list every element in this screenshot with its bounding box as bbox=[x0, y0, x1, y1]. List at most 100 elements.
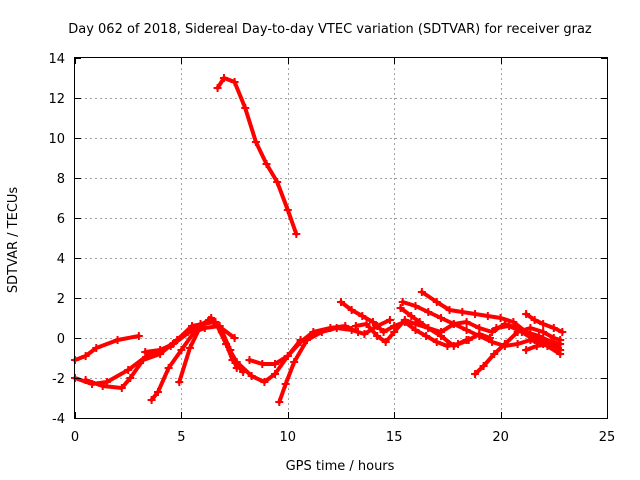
x-tick-label: 5 bbox=[177, 430, 185, 445]
data-point bbox=[217, 328, 226, 336]
data-point bbox=[396, 304, 405, 312]
data-point bbox=[556, 350, 565, 358]
data-point bbox=[475, 324, 484, 332]
data-point bbox=[556, 336, 565, 344]
data-point bbox=[390, 328, 399, 336]
y-tick-label: -2 bbox=[52, 372, 65, 387]
data-series-arc-high bbox=[213, 74, 301, 238]
data-point bbox=[492, 324, 501, 332]
data-point bbox=[117, 384, 126, 392]
data-point bbox=[362, 320, 371, 328]
data-point bbox=[475, 332, 484, 340]
data-point bbox=[275, 398, 284, 406]
data-point bbox=[539, 320, 548, 328]
data-point bbox=[245, 356, 254, 364]
data-point bbox=[496, 314, 505, 322]
data-point bbox=[164, 364, 173, 372]
data-point bbox=[358, 312, 367, 320]
data-point bbox=[262, 160, 271, 168]
data-point bbox=[500, 340, 509, 348]
data-point bbox=[368, 318, 377, 326]
data-point bbox=[156, 346, 165, 354]
data-series-arc-17 bbox=[522, 310, 567, 336]
data-point bbox=[534, 332, 543, 340]
data-point bbox=[488, 338, 497, 346]
data-point bbox=[490, 350, 499, 358]
data-point bbox=[532, 342, 541, 350]
data-point bbox=[230, 334, 239, 342]
data-point bbox=[373, 332, 382, 340]
y-tick-label: 14 bbox=[48, 52, 65, 67]
y-tick-label: 4 bbox=[57, 252, 65, 267]
data-point bbox=[251, 138, 260, 146]
data-point bbox=[296, 338, 305, 346]
data-point bbox=[554, 344, 563, 352]
data-point bbox=[381, 338, 390, 346]
data-point bbox=[98, 382, 107, 390]
data-point bbox=[437, 328, 446, 336]
data-point bbox=[471, 370, 480, 378]
data-point bbox=[411, 302, 420, 310]
data-point bbox=[462, 326, 471, 334]
data-point bbox=[471, 310, 480, 318]
data-point bbox=[147, 396, 156, 404]
y-tick-label: 0 bbox=[57, 332, 65, 347]
data-point bbox=[271, 370, 280, 378]
data-point bbox=[185, 344, 194, 352]
x-tick-label: 10 bbox=[280, 430, 297, 445]
data-point bbox=[168, 340, 177, 348]
grid-layer bbox=[75, 58, 607, 418]
y-axis-label: SDTVAR / TECUs bbox=[6, 187, 21, 294]
data-point bbox=[153, 388, 162, 396]
data-point bbox=[332, 324, 341, 332]
data-point bbox=[126, 374, 135, 382]
data-point bbox=[81, 376, 90, 384]
data-point bbox=[219, 74, 228, 82]
data-point bbox=[379, 328, 388, 336]
data-point bbox=[283, 206, 292, 214]
data-point bbox=[539, 328, 548, 336]
data-point bbox=[260, 378, 269, 386]
data-point bbox=[351, 322, 360, 330]
data-point bbox=[347, 306, 356, 314]
data-point bbox=[462, 318, 471, 326]
data-point bbox=[422, 332, 431, 340]
data-point bbox=[290, 358, 299, 366]
series-line bbox=[524, 342, 561, 352]
y-tick-label: -4 bbox=[52, 412, 65, 427]
data-point bbox=[522, 346, 531, 354]
data-point bbox=[398, 298, 407, 306]
data-point bbox=[81, 352, 90, 360]
data-series-arc-6 bbox=[175, 314, 248, 386]
data-point bbox=[517, 328, 526, 336]
data-point bbox=[283, 352, 292, 360]
data-point bbox=[417, 288, 426, 296]
data-point bbox=[543, 340, 552, 348]
y-tick-label: 10 bbox=[48, 132, 65, 147]
data-point bbox=[124, 366, 133, 374]
x-axis-label: GPS time / hours bbox=[286, 459, 395, 474]
x-tick-label: 25 bbox=[599, 430, 616, 445]
data-point bbox=[522, 310, 531, 318]
chart-title: Day 062 of 2018, Sidereal Day-to-day VTE… bbox=[68, 22, 592, 37]
data-point bbox=[183, 328, 192, 336]
data-point bbox=[479, 362, 488, 370]
y-tick-label: 8 bbox=[57, 172, 65, 187]
data-point bbox=[247, 372, 256, 380]
data-point bbox=[530, 316, 539, 324]
data-point bbox=[139, 356, 148, 364]
data-point bbox=[437, 314, 446, 322]
data-point bbox=[483, 312, 492, 320]
data-point bbox=[549, 334, 558, 342]
data-point bbox=[526, 324, 535, 332]
data-point bbox=[113, 336, 122, 344]
data-series-arc-16 bbox=[522, 340, 563, 354]
data-point bbox=[207, 314, 216, 322]
data-point bbox=[134, 332, 143, 340]
y-tick-label: 6 bbox=[57, 212, 65, 227]
data-point bbox=[385, 316, 394, 324]
data-point bbox=[432, 338, 441, 346]
x-tick-label: 20 bbox=[492, 430, 509, 445]
data-point bbox=[513, 340, 522, 348]
data-point bbox=[213, 84, 222, 92]
